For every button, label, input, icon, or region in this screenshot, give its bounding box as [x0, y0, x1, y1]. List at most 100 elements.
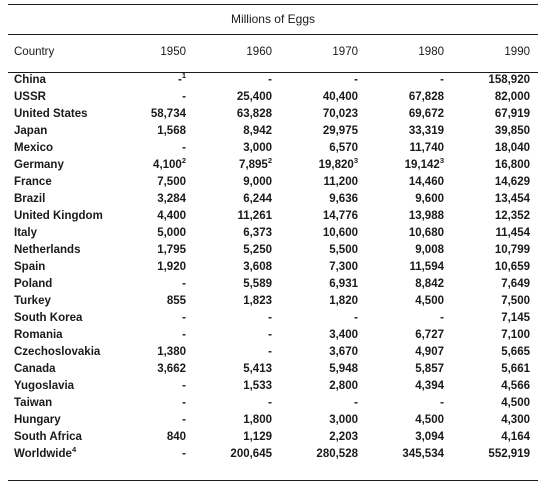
- value-text: -: [182, 91, 186, 103]
- table-row: Poland - 5,589 6,931 8,842 7,649: [14, 276, 530, 293]
- value-text: -: [182, 397, 186, 409]
- country-name: Mexico: [14, 142, 53, 154]
- value-text: 58,734: [150, 108, 186, 120]
- value-cell-1950: 1,795: [144, 242, 186, 259]
- country-cell: Japan: [14, 123, 144, 140]
- value-text: -: [268, 74, 272, 86]
- value-cell-1950: 7,500: [144, 174, 186, 191]
- value-cell-1970: 5,500: [272, 242, 358, 259]
- value-text: -: [354, 397, 358, 409]
- value-text: 4,907: [415, 346, 444, 358]
- country-cell: Germany: [14, 157, 144, 174]
- value-cell-1970: -: [272, 395, 358, 412]
- value-cell-1960: 6,244: [186, 191, 272, 208]
- value-cell-1990: 11,454: [444, 225, 530, 242]
- value-cell-1990: 4,566: [444, 378, 530, 395]
- value-text: -: [177, 74, 182, 86]
- value-text: 33,319: [408, 125, 444, 137]
- value-text: 6,570: [329, 142, 358, 154]
- value-text: 3,670: [329, 346, 358, 358]
- table-row: United Kingdom 4,400 11,261 14,776 13,988 12,…: [14, 208, 530, 225]
- country-cell: Hungary: [14, 412, 144, 429]
- country-cell: Canada: [14, 361, 144, 378]
- value-cell-1980: 67,828: [358, 89, 444, 106]
- table-row: Brazil 3,284 6,244 9,636 9,600 13,454: [14, 191, 530, 208]
- value-cell-1970: 3,000: [272, 412, 358, 429]
- value-text: 10,600: [322, 227, 358, 239]
- value-cell-1960: 1,129: [186, 429, 272, 446]
- value-text: 67,919: [494, 108, 530, 120]
- value-cell-1960: 63,828: [186, 106, 272, 123]
- value-cell-1980: 33,319: [358, 123, 444, 140]
- country-cell: Brazil: [14, 191, 144, 208]
- value-cell-1950: -: [144, 140, 186, 157]
- value-cell-1970: 280,528: [272, 446, 358, 463]
- egg-production-table: Country 1950 1960 1970 1980 1990 China -1…: [14, 44, 530, 463]
- value-text: 5,589: [243, 278, 272, 290]
- table-row: France 7,500 9,000 11,200 14,460 14,629: [14, 174, 530, 191]
- value-text: 9,636: [329, 193, 358, 205]
- value-cell-1980: 4,500: [358, 293, 444, 310]
- value-text: 4,400: [157, 210, 186, 222]
- country-cell: Italy: [14, 225, 144, 242]
- value-text: 5,413: [243, 363, 272, 375]
- value-text: 11,740: [409, 142, 444, 154]
- value-cell-1950: 5,000: [144, 225, 186, 242]
- footnote-marker: 2: [181, 156, 186, 165]
- value-text: 63,828: [236, 108, 272, 120]
- value-cell-1990: 39,850: [444, 123, 530, 140]
- value-text: -: [182, 278, 186, 290]
- column-header-country: Country: [14, 46, 55, 58]
- value-cell-1990: 5,661: [444, 361, 530, 378]
- value-text: 4,100: [153, 159, 182, 171]
- value-cell-1960: -: [186, 327, 272, 344]
- country-name: China: [14, 74, 46, 86]
- value-text: -: [268, 397, 272, 409]
- value-text: 1,380: [157, 346, 186, 358]
- value-cell-1950: -: [144, 276, 186, 293]
- value-cell-1960: -: [186, 64, 272, 89]
- value-text: 3,094: [415, 431, 444, 443]
- value-cell-1970: 3,670: [272, 344, 358, 361]
- value-cell-1970: 40,400: [272, 89, 358, 106]
- value-cell-1960: -: [186, 310, 272, 327]
- value-text: 3,608: [243, 261, 272, 273]
- country-name: South Africa: [14, 431, 82, 443]
- column-header-row: Country 1950 1960 1970 1980 1990: [14, 44, 530, 64]
- value-cell-1950: -: [144, 89, 186, 106]
- value-cell-1990: 13,454: [444, 191, 530, 208]
- value-text: -: [354, 74, 358, 86]
- value-cell-1970: 2,800: [272, 378, 358, 395]
- country-cell: Worldwide4: [14, 446, 144, 463]
- value-text: 8,942: [243, 125, 272, 137]
- country-name: Germany: [14, 159, 64, 171]
- value-cell-1990: 10,659: [444, 259, 530, 276]
- table-row: South Africa 840 1,129 2,203 3,094 4,164: [14, 429, 530, 446]
- value-text: 4,394: [415, 380, 444, 392]
- value-text: 6,244: [243, 193, 272, 205]
- value-cell-1960: 200,645: [186, 446, 272, 463]
- value-cell-1990: 67,919: [444, 106, 530, 123]
- table-row: Turkey 855 1,823 1,820 4,500 7,500: [14, 293, 530, 310]
- value-text: 1,920: [157, 261, 186, 273]
- value-cell-1950: 3,284: [144, 191, 186, 208]
- value-cell-1990: 7,500: [444, 293, 530, 310]
- top-rule: [8, 4, 538, 5]
- value-cell-1970: 2,203: [272, 429, 358, 446]
- value-text: 12,352: [494, 210, 530, 222]
- country-name: Brazil: [14, 193, 46, 205]
- value-cell-1950: -: [144, 446, 186, 463]
- value-cell-1970: 70,023: [272, 106, 358, 123]
- value-text: 5,661: [501, 363, 530, 375]
- country-cell: France: [14, 174, 144, 191]
- value-cell-1970: 5,948: [272, 361, 358, 378]
- value-cell-1960: 3,000: [186, 140, 272, 157]
- value-cell-1990: 14,629: [444, 174, 530, 191]
- table-row: Worldwide4 - 200,645 280,528 345,534 552,919: [14, 446, 530, 463]
- table-row: USSR - 25,400 40,400 67,828 82,000: [14, 89, 530, 106]
- value-text: 13,454: [494, 193, 530, 205]
- value-text: 4,500: [501, 397, 530, 409]
- value-text: 4,500: [415, 414, 444, 426]
- value-text: 9,008: [415, 244, 444, 256]
- value-text: -: [268, 346, 272, 358]
